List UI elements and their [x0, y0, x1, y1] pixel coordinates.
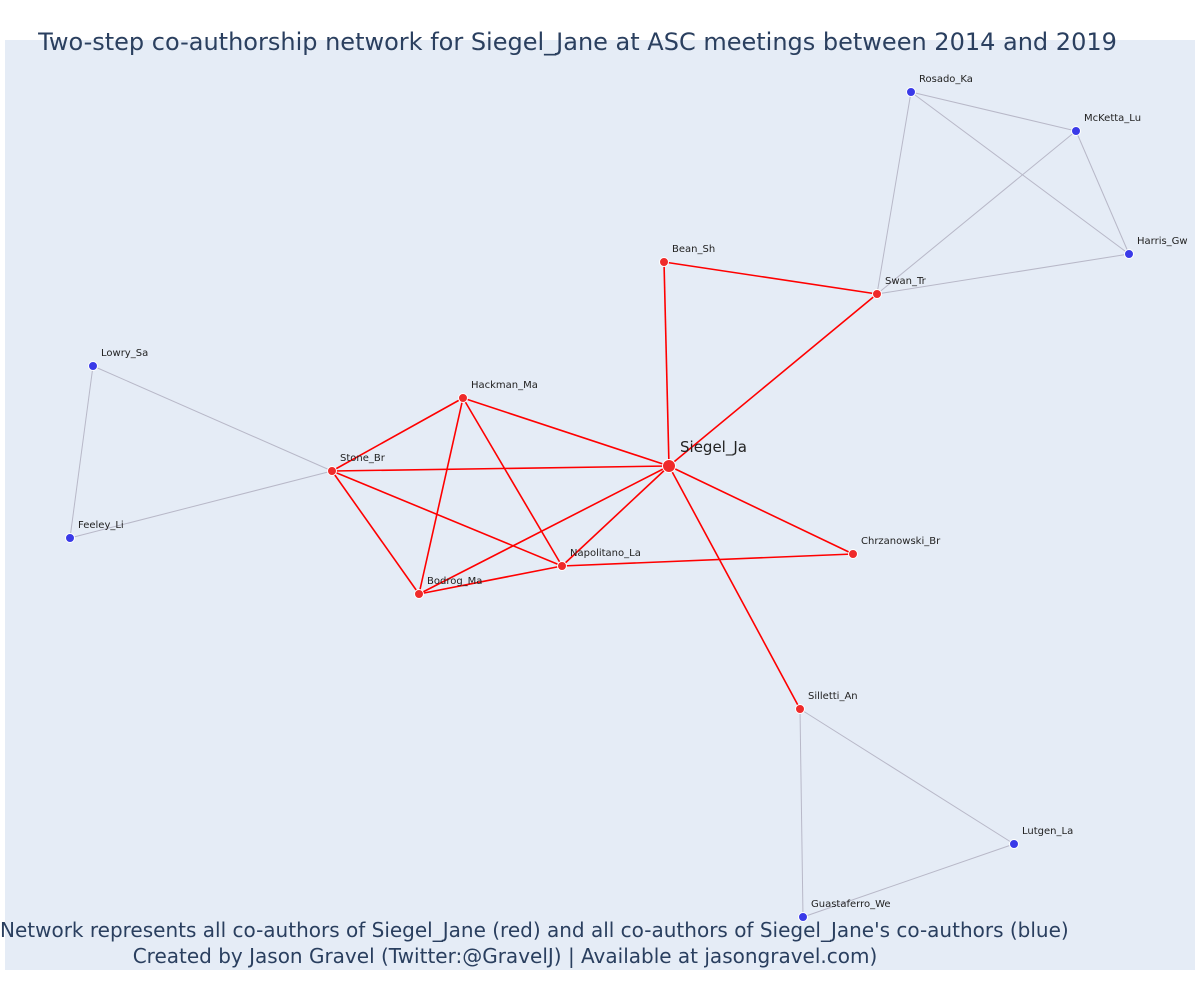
edge-silletti-an-lutgen-la [799, 708, 1015, 845]
node-hackman-ma[interactable] [458, 393, 468, 403]
caption-line-2: Created by Jason Gravel (Twitter:@Gravel… [132, 944, 878, 968]
node-feeley-li[interactable] [65, 533, 75, 543]
edge-hackman-ma-napolitano-la [462, 397, 563, 567]
node-chrzanowski-br[interactable] [848, 549, 858, 559]
node-label-stone-br: Stone_Br [340, 453, 386, 464]
node-harris-gw[interactable] [1124, 249, 1134, 259]
node-lutgen-la[interactable] [1009, 839, 1019, 849]
node-label-lowry-sa: Lowry_Sa [101, 348, 148, 359]
edge-silletti-an-guastaferro-we [799, 708, 804, 918]
node-label-harris-gw: Harris_Gw [1137, 236, 1188, 247]
edge-siegel-ja-napolitano-la [561, 465, 670, 567]
edge-napolitano-la-chrzanowski-br [561, 553, 854, 567]
edge-hackman-ma-bodrog-ma [418, 397, 464, 595]
node-guastaferro-we[interactable] [798, 912, 808, 922]
node-label-silletti-an: Silletti_An [808, 691, 858, 702]
node-swan-tr[interactable] [872, 289, 882, 299]
node-label-feeley-li: Feeley_Li [78, 520, 124, 531]
node-mcketta-lu[interactable] [1071, 126, 1081, 136]
edge-swan-tr-mcketta-lu [876, 130, 1077, 295]
edge-stone-br-napolitano-la [331, 470, 563, 567]
edge-lowry-sa-feeley-li [69, 365, 94, 539]
edge-siegel-ja-bodrog-ma [418, 465, 670, 595]
edge-siegel-ja-swan-tr [668, 293, 878, 467]
edge-siegel-ja-chrzanowski-br [668, 465, 854, 555]
edge-siegel-ja-bean-sh [663, 261, 670, 467]
edge-stone-br-feeley-li [69, 470, 333, 539]
node-label-lutgen-la: Lutgen_La [1022, 826, 1073, 837]
node-label-hackman-ma: Hackman_Ma [471, 380, 538, 391]
edge-bodrog-ma-napolitano-la [418, 565, 563, 595]
node-label-bodrog-ma: Bodrog_Ma [427, 576, 482, 587]
edge-siegel-ja-silletti-an [668, 465, 801, 710]
node-label-swan-tr: Swan_Tr [885, 276, 927, 287]
chart-title: Two-step co-authorship network for Siege… [38, 28, 1117, 56]
node-label-mcketta-lu: McKetta_Lu [1084, 113, 1141, 124]
edge-bean-sh-swan-tr [663, 261, 878, 295]
node-stone-br[interactable] [327, 466, 337, 476]
edge-layer [69, 91, 1130, 918]
node-label-chrzanowski-br: Chrzanowski_Br [861, 536, 941, 547]
node-label-rosado-ka: Rosado_Ka [919, 74, 973, 85]
edge-siegel-ja-stone-br [331, 465, 670, 472]
edge-stone-br-bodrog-ma [331, 470, 420, 595]
edge-swan-tr-rosado-ka [876, 91, 912, 295]
edge-siegel-ja-hackman-ma [462, 397, 670, 467]
node-label-bean-sh: Bean_Sh [672, 244, 715, 255]
label-layer: Siegel_Ja Bean_Sh Swan_Tr Hackman_Ma Stone_B… [78, 74, 1188, 910]
node-layer [65, 87, 1134, 922]
node-label-napolitano-la: Napolitano_La [570, 548, 641, 559]
edge-stone-br-lowry-sa [92, 365, 333, 472]
plot-area [5, 40, 1195, 970]
node-label-guastaferro-we: Guastaferro_We [811, 899, 891, 910]
node-bean-sh[interactable] [659, 257, 669, 267]
edge-rosado-ka-harris-gw [910, 91, 1130, 255]
edge-mcketta-lu-harris-gw [1075, 130, 1130, 255]
node-bodrog-ma[interactable] [414, 589, 424, 599]
node-label-siegel-ja: Siegel_Ja [680, 438, 747, 457]
edge-hackman-ma-stone-br [331, 397, 464, 472]
node-napolitano-la[interactable] [557, 561, 567, 571]
node-rosado-ka[interactable] [906, 87, 916, 97]
edge-swan-tr-harris-gw [876, 253, 1130, 295]
edge-lutgen-la-guastaferro-we [802, 843, 1015, 918]
node-silletti-an[interactable] [795, 704, 805, 714]
edge-rosado-ka-mcketta-lu [910, 91, 1077, 132]
node-lowry-sa[interactable] [88, 361, 98, 371]
node-siegel-ja[interactable] [662, 459, 676, 473]
caption-line-1: Network represents all co-authors of Sie… [0, 918, 1069, 942]
